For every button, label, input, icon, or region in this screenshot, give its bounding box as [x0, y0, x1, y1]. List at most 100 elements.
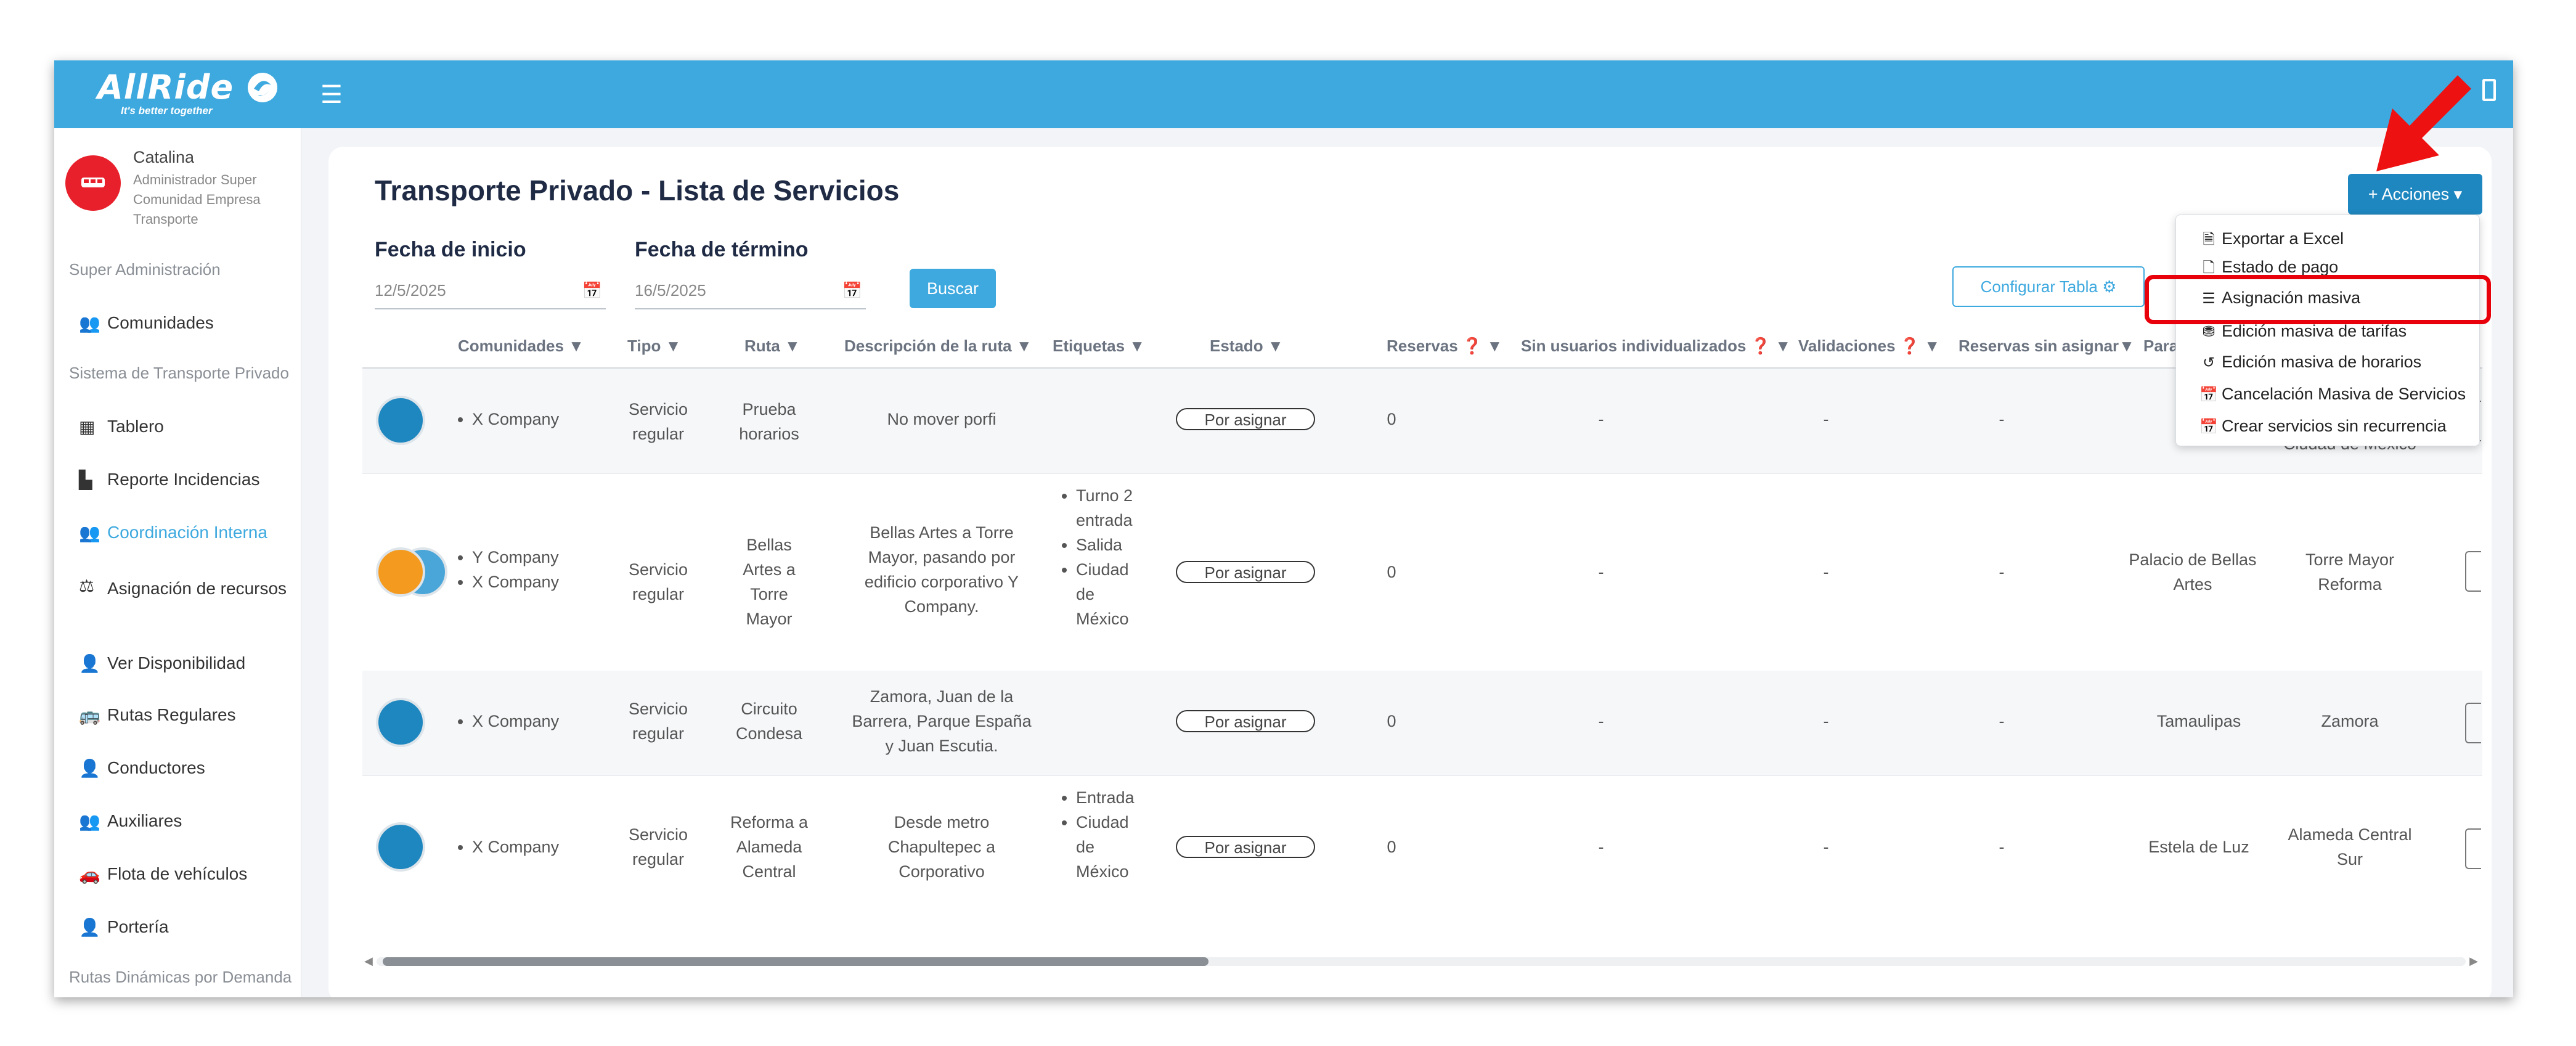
calendar-icon[interactable]: 📅 [842, 281, 862, 300]
col-validaciones[interactable]: Validaciones ❓ ▼ [1798, 337, 1941, 355]
section-rutas-dinamicas: Rutas Dinámicas por Demanda [69, 968, 292, 986]
stop-destination-cell: Alameda Central Sur [2288, 825, 2412, 868]
row-action-button[interactable] [2465, 703, 2481, 743]
dashboard-icon: ▦ [79, 417, 96, 436]
unassigned-cell: - [1999, 410, 2005, 428]
community-name: X Company [472, 835, 597, 859]
calendar-x-icon: 📅 [2199, 386, 2218, 403]
status-badge[interactable]: Por asignar [1176, 408, 1315, 430]
menu-item-crear-sin-recurrencia[interactable]: 📅 Crear servicios sin recurrencia [2176, 410, 2479, 442]
type-cell: Servicio regular [628, 400, 688, 443]
side-panel-icon[interactable] [2482, 79, 2496, 101]
scroll-right-icon[interactable]: ▶ [2469, 955, 2478, 967]
unassigned-cell: - [1999, 712, 2005, 730]
menu-item-edicion-tarifas[interactable]: ⛃ Edición masiva de tarifas [2176, 319, 2479, 343]
mass-assign-icon: ☰ [2202, 290, 2215, 307]
menu-toggle-icon[interactable]: ☰ [320, 81, 343, 108]
menu-item-edicion-horarios[interactable]: ↺ Edición masiva de horarios [2176, 346, 2479, 378]
actions-dropdown-menu: 🗎 Exportar a Excel 🗋 Estado de pago ☰ Asign… [2175, 215, 2480, 446]
description-cell: Bellas Artes a Torre Mayor, pasando por … [864, 523, 1019, 616]
brand-tagline: It's better together [121, 105, 213, 116]
sidebar-item-label: Flota de vehículos [107, 864, 248, 883]
menu-item-cancelacion-masiva[interactable]: 📅 Cancelación Masiva de Servicios [2176, 378, 2479, 410]
col-comunidades[interactable]: Comunidades ▼ [458, 337, 584, 355]
no-users-cell: - [1598, 712, 1604, 730]
scroll-left-icon[interactable]: ◀ [364, 955, 373, 967]
sidebar-item-conductores[interactable]: 👤 Conductores [79, 758, 295, 778]
app-logo[interactable]: AllRide It's better together [97, 68, 282, 121]
help-icon: ❓ [1462, 337, 1483, 355]
help-icon: ❓ [1899, 337, 1920, 355]
user-name: Catalina [133, 148, 195, 166]
guard-icon: 👤 [79, 918, 100, 937]
menu-item-asignacion-masiva[interactable]: ☰ Asignación masiva [2176, 279, 2479, 316]
sidebar-item-coordinacion-interna[interactable]: 👥 Coordinación Interna [54, 508, 301, 555]
filter-icon: ▼ [785, 337, 801, 355]
search-button[interactable]: Buscar [910, 269, 996, 308]
reservations-cell: 0 [1387, 410, 1396, 428]
col-tipo[interactable]: Tipo ▼ [627, 337, 682, 355]
bus-icon: 🚌 [79, 706, 100, 725]
no-users-cell: - [1598, 838, 1604, 856]
no-users-cell: - [1598, 410, 1604, 428]
company-logo-icon [376, 698, 425, 747]
horizontal-scrollbar[interactable]: ◀ ▶ [364, 952, 2478, 971]
report-icon: ▙ [79, 470, 92, 489]
status-badge[interactable]: Por asignar [1176, 710, 1315, 732]
col-reservas[interactable]: Reservas ❓ ▼ [1387, 337, 1503, 355]
description-cell: Desde metro Chapultepec a Corporativo [887, 813, 996, 881]
actions-button[interactable]: + Acciones ▾ [2348, 174, 2482, 215]
calendar-icon[interactable]: 📅 [582, 281, 602, 300]
table-row[interactable]: X Company Servicio regular Prueba horari… [362, 369, 2482, 474]
row-action-button[interactable] [2465, 551, 2481, 592]
col-ruta[interactable]: Ruta ▼ [744, 337, 801, 355]
community-name: Y Company [472, 545, 597, 570]
sidebar-item-auxiliares[interactable]: 👥 Auxiliares [79, 811, 295, 831]
scroll-thumb[interactable] [383, 957, 1209, 966]
users-icon: 👥 [79, 314, 100, 333]
row-action-button[interactable] [2465, 828, 2481, 869]
menu-item-exportar-excel[interactable]: 🗎 Exportar a Excel [2176, 223, 2479, 255]
sidebar-item-label: Reporte Incidencias [107, 470, 260, 489]
balance-icon: ⚖ [79, 576, 95, 595]
sidebar-item-porteria[interactable]: 👤 Portería [79, 917, 295, 938]
sidebar-item-tablero[interactable]: ▦ Tablero [79, 417, 295, 437]
sidebar-item-rutas-regulares[interactable]: 🚌 Rutas Regulares [79, 705, 295, 725]
configure-table-button[interactable]: Configurar Tabla ⚙ [1952, 266, 2145, 307]
status-badge[interactable]: Por asignar [1176, 561, 1315, 583]
reservations-cell: 0 [1387, 838, 1396, 856]
sidebar-item-asignacion-recursos[interactable]: ⚖ Asignación de recursos [79, 576, 295, 602]
annotation-arrow-icon [2376, 75, 2471, 171]
coins-icon: ⛃ [2202, 324, 2215, 340]
table-row[interactable]: X Company Servicio regular Circuito Cond… [362, 671, 2482, 776]
end-date-field[interactable]: 16/5/2025 📅 [635, 281, 866, 309]
user-role: Administrador Super Comunidad Empresa Tr… [133, 172, 261, 227]
sidebar-item-ver-disponibilidad[interactable]: 👤 Ver Disponibilidad [79, 653, 295, 674]
filter-icon: ▼ [1267, 337, 1284, 355]
community-name: X Company [472, 407, 597, 431]
filter-icon: ▼ [1924, 337, 1941, 355]
validations-cell: - [1823, 563, 1829, 581]
menu-item-estado-pago[interactable]: 🗋 Estado de pago [2176, 255, 2479, 279]
sidebar-item-reporte-incidencias[interactable]: ▙ Reporte Incidencias [79, 470, 295, 490]
col-reservas-sin-asignar[interactable]: Reservas sin asignar▼ [1958, 337, 2135, 355]
start-date-field[interactable]: 12/5/2025 📅 [375, 281, 606, 309]
status-badge[interactable]: Por asignar [1176, 836, 1315, 858]
sidebar-item-comunidades[interactable]: 👥 Comunidades [79, 313, 295, 333]
sidebar-item-label: Auxiliares [107, 811, 182, 830]
helpers-icon: 👥 [79, 812, 100, 831]
team-icon: 👥 [79, 523, 100, 542]
user-profile[interactable]: Catalina Administrador Super Comunidad E… [65, 148, 300, 240]
sidebar-item-flota-vehiculos[interactable]: 🚗 Flota de vehículos [79, 864, 295, 885]
col-descripcion[interactable]: Descripción de la ruta ▼ [844, 337, 1032, 355]
col-estado[interactable]: Estado ▼ [1210, 337, 1284, 355]
bus-logo-icon [81, 178, 105, 187]
stop-origin-cell: Tamaulipas [2156, 712, 2241, 730]
table-row[interactable]: Y Company X Company Servicio regular Bel… [362, 473, 2482, 671]
table-header: Comunidades ▼ Tipo ▼ Ruta ▼ Descripción … [362, 330, 2482, 369]
col-sin-usuarios[interactable]: Sin usuarios individualizados ❓ ▼ [1521, 337, 1791, 355]
table-row[interactable]: X Company Servicio regular Reforma a Ala… [362, 775, 2482, 948]
col-etiquetas[interactable]: Etiquetas ▼ [1053, 337, 1145, 355]
car-icon: 🚗 [79, 865, 100, 884]
route-cell: Prueba horarios [739, 400, 799, 443]
